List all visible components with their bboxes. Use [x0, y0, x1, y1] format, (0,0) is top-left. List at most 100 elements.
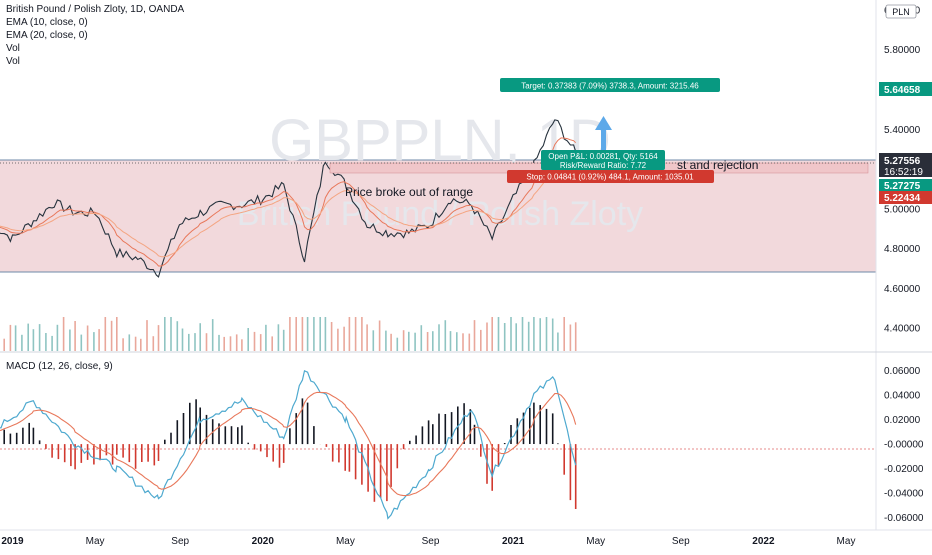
- macd-histogram-bar: [557, 443, 559, 444]
- macd-histogram-bar: [575, 444, 577, 509]
- indicator-ema-20[interactable]: EMA (20, close, 0): [6, 30, 88, 41]
- volume-bar: [164, 317, 166, 351]
- macd-histogram-bar: [307, 403, 309, 445]
- range-break-annotation[interactable]: Price broke out of range: [345, 185, 473, 199]
- macd-line: [0, 371, 576, 519]
- target-label: Target: 0.37383 (7.09%) 3738.3, Amount: …: [521, 82, 699, 91]
- volume-bar: [27, 324, 29, 351]
- volume-bar: [552, 319, 554, 352]
- volume-bar: [33, 329, 35, 351]
- volume-bar: [462, 333, 464, 351]
- volume-bar: [403, 330, 405, 351]
- macd-histogram-bar: [289, 428, 291, 444]
- time-tick-label: May: [837, 536, 856, 547]
- indicator-ema-10[interactable]: EMA (10, close, 0): [6, 17, 88, 28]
- volume-bar: [515, 323, 517, 351]
- time-tick-label: 2019: [1, 536, 24, 547]
- volume-bar: [319, 317, 321, 351]
- macd-tick-label: -0.06000: [884, 513, 924, 524]
- volume-bar: [366, 324, 368, 351]
- volume-bar: [302, 317, 304, 351]
- macd-histogram-bar: [106, 444, 108, 455]
- last-price-label: 5.27556: [884, 156, 921, 167]
- volume-bar: [427, 332, 429, 351]
- volume-bar: [122, 338, 124, 351]
- macd-histogram-bar: [470, 409, 472, 444]
- volume-bar: [539, 318, 541, 351]
- macd-histogram-bar: [332, 444, 334, 462]
- volume-bar: [57, 325, 59, 351]
- volume-bar: [199, 323, 201, 351]
- macd-histogram-bar: [141, 444, 143, 462]
- macd-histogram-bar: [498, 444, 500, 466]
- target-price-label: 5.64658: [884, 85, 921, 96]
- macd-histogram-bar: [199, 408, 201, 445]
- volume-bar: [116, 317, 118, 351]
- volume-bar: [69, 330, 71, 352]
- volume-bar: [39, 324, 41, 351]
- volume-bar: [218, 335, 220, 351]
- macd-histogram-bar: [546, 409, 548, 444]
- volume-bar: [177, 321, 179, 351]
- macd-scale[interactable]: 0.060000.040000.02000-0.00000-0.02000-0.…: [884, 366, 924, 524]
- volume-bar: [45, 333, 47, 351]
- time-tick-label: Sep: [171, 536, 189, 547]
- volume-bar: [241, 339, 243, 351]
- macd-histogram-bar: [164, 440, 166, 444]
- volume-bar: [51, 336, 53, 351]
- price-tick-label: 4.80000: [884, 244, 921, 255]
- macd-histogram-bar: [361, 444, 363, 485]
- macd-tick-label: -0.04000: [884, 489, 924, 500]
- volume-bar: [557, 333, 559, 352]
- volume-bar: [469, 334, 471, 351]
- volume-bar: [146, 320, 148, 351]
- volume-bar: [170, 317, 172, 351]
- time-tick-label: Sep: [422, 536, 440, 547]
- macd-histogram-bar: [386, 444, 388, 501]
- volume-bar: [474, 320, 476, 351]
- macd-title[interactable]: MACD (12, 26, close, 9): [6, 361, 113, 372]
- volume-bar: [87, 326, 89, 352]
- macd-histogram-bar: [158, 444, 160, 461]
- retest-annotation[interactable]: st and rejection: [677, 158, 758, 172]
- volume-bar: [546, 317, 548, 351]
- volume-bar: [206, 333, 208, 351]
- volume-bar: [445, 320, 447, 351]
- macd-histogram-bar: [552, 413, 554, 444]
- macd-histogram-bar: [135, 444, 137, 469]
- volume-bar: [63, 317, 65, 351]
- volume-bar: [343, 327, 345, 351]
- indicator-vol-1[interactable]: Vol: [6, 43, 20, 54]
- open-pnl-label: Open P&L: 0.00281, Qty: 5164: [548, 152, 658, 161]
- macd-histogram-bar: [112, 444, 114, 464]
- time-tick-label: 2020: [252, 536, 275, 547]
- macd-histogram-bar: [39, 440, 41, 444]
- symbol-title[interactable]: British Pound / Polish Zloty, 1D, OANDA: [6, 4, 185, 15]
- volume-bar: [74, 321, 76, 351]
- macd-histogram-bar: [415, 436, 417, 445]
- volume-bar: [182, 329, 184, 352]
- macd-histogram-bar: [380, 444, 382, 498]
- volume-bar: [111, 321, 113, 351]
- macd-histogram-bar: [99, 444, 101, 460]
- countdown-label: 16:52:19: [884, 167, 923, 178]
- volume-bar: [21, 335, 23, 351]
- time-tick-label: Sep: [672, 536, 690, 547]
- volume-bar: [510, 317, 512, 351]
- volume-bar: [504, 323, 506, 351]
- volume-bar: [313, 317, 315, 351]
- volume-bar: [289, 317, 291, 351]
- macd-histogram-bar: [390, 444, 392, 487]
- macd-histogram-bar: [58, 444, 60, 459]
- volume-bar: [450, 331, 452, 351]
- macd-histogram-bar: [279, 444, 281, 468]
- volume-bar: [254, 332, 256, 351]
- macd-histogram-bar: [170, 433, 172, 444]
- macd-histogram-bar: [529, 408, 531, 444]
- macd-histogram-bar: [570, 444, 572, 500]
- indicator-vol-2[interactable]: Vol: [6, 56, 20, 67]
- volume-bar: [129, 334, 131, 351]
